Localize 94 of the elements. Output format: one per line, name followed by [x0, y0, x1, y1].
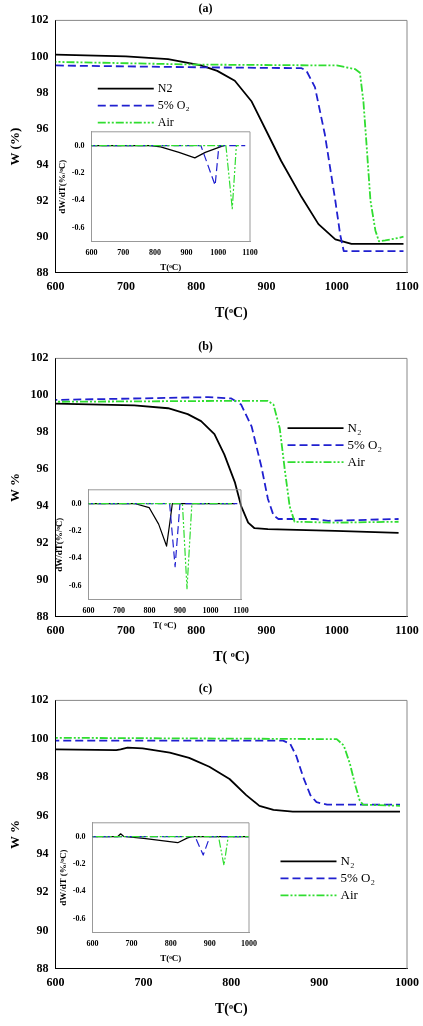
- y-tick-label: 102: [30, 12, 49, 27]
- y-tick-label: 100: [30, 387, 49, 402]
- x-tick-label: 1000: [241, 939, 257, 949]
- x-tick-label: 700: [117, 248, 130, 258]
- y-axis-title: W %: [7, 473, 23, 503]
- y-axis-title: dW/dT(%/ᵒC): [56, 159, 67, 214]
- x-tick-label: 600: [86, 939, 99, 949]
- x-axis-title: T(ᵒC): [214, 305, 249, 322]
- x-tick-label: 1000: [324, 623, 349, 638]
- y-tick-label: 90: [36, 571, 49, 586]
- y-tick-label: 98: [36, 84, 49, 99]
- x-tick-label: 800: [143, 606, 156, 616]
- y-axis-title: W %: [7, 820, 23, 850]
- y-tick-label: -0.2: [68, 526, 82, 536]
- y-tick-label: 92: [36, 192, 49, 207]
- y-tick-label: 100: [30, 730, 49, 745]
- x-tick-label: 1000: [395, 975, 419, 990]
- y-tick-label: 0.0: [74, 140, 85, 150]
- y-tick-label: 92: [36, 884, 49, 899]
- y-tick-label: 94: [36, 156, 49, 171]
- y-tick-label: -0.6: [72, 913, 86, 923]
- legend-label: Air: [157, 114, 174, 129]
- y-tick-label: 90: [36, 922, 49, 937]
- y-tick-label: 94: [36, 845, 49, 860]
- x-tick-label: 700: [116, 279, 135, 294]
- y-tick-label: 96: [36, 461, 49, 476]
- x-tick-label: 900: [180, 248, 193, 258]
- x-tick-label: 1100: [395, 279, 419, 294]
- legend-label: Air: [340, 886, 359, 902]
- y-tick-label: 0.0: [75, 831, 86, 841]
- x-tick-label: 600: [82, 606, 95, 616]
- y-tick-label: 92: [36, 535, 49, 550]
- y-tick-label: -0.4: [72, 886, 86, 896]
- x-tick-label: 1000: [202, 606, 219, 616]
- y-tick-label: 88: [36, 960, 49, 975]
- x-tick-label: 600: [46, 279, 65, 294]
- x-tick-label: 1100: [242, 248, 258, 258]
- x-tick-label: 800: [187, 279, 206, 294]
- x-tick-label: 1100: [395, 623, 419, 638]
- x-tick-label: 700: [125, 939, 138, 949]
- x-tick-label: 800: [164, 939, 177, 949]
- chart-title: (c): [198, 681, 213, 696]
- y-tick-label: 0.0: [71, 498, 82, 508]
- legend-label: 5% O₂: [347, 436, 383, 452]
- chart-title: (b): [198, 339, 213, 354]
- x-axis-title: T( ᵒC): [153, 619, 177, 630]
- legend-label: 5% O₂: [157, 97, 190, 112]
- x-tick-label: 900: [203, 939, 216, 949]
- y-tick-label: -0.4: [71, 195, 85, 205]
- y-tick-label: 96: [36, 807, 49, 822]
- y-axis-title: dW/dT(%/ᵒC): [53, 517, 64, 572]
- legend-label: N₂: [340, 852, 355, 868]
- y-tick-label: -0.2: [71, 168, 85, 178]
- x-tick-label: 900: [257, 623, 276, 638]
- x-axis-title: T(ᵒC): [214, 1001, 249, 1018]
- y-tick-label: 102: [30, 350, 49, 365]
- y-tick-label: 94: [36, 498, 49, 513]
- x-tick-label: 600: [46, 975, 65, 990]
- x-tick-label: 700: [134, 975, 153, 990]
- x-tick-label: 1000: [210, 248, 227, 258]
- y-tick-label: 102: [30, 692, 49, 707]
- y-tick-label: 98: [36, 769, 49, 784]
- y-tick-label: 96: [36, 120, 49, 135]
- legend-label: N2: [157, 80, 173, 95]
- y-tick-label: 88: [36, 608, 49, 623]
- y-tick-label: 100: [30, 48, 49, 63]
- x-tick-label: 700: [112, 606, 125, 616]
- y-axis-title: W (%): [7, 127, 23, 166]
- x-tick-label: 800: [187, 623, 206, 638]
- y-tick-label: -0.2: [72, 859, 86, 869]
- y-tick-label: -0.6: [71, 222, 85, 232]
- y-axis-title: dW/dT (%/ᵒC): [57, 849, 68, 906]
- legend-label: 5% O₂: [340, 869, 375, 885]
- x-tick-label: 700: [116, 623, 135, 638]
- x-axis-title: T(ᵒC): [160, 261, 182, 272]
- y-tick-label: 90: [36, 228, 49, 243]
- x-tick-label: 800: [148, 248, 161, 258]
- x-tick-label: 900: [257, 279, 276, 294]
- x-tick-label: 1000: [324, 279, 349, 294]
- y-tick-label: -0.4: [68, 553, 82, 563]
- x-tick-label: 800: [222, 975, 241, 990]
- x-axis-title: T(ᵒC): [160, 952, 182, 963]
- y-tick-label: -0.6: [68, 580, 82, 590]
- y-tick-label: 88: [36, 264, 49, 279]
- y-tick-label: 98: [36, 424, 49, 439]
- legend-label: Air: [347, 453, 366, 469]
- x-tick-label: 900: [310, 975, 329, 990]
- x-tick-label: 600: [85, 248, 98, 258]
- x-tick-label: 1100: [233, 606, 249, 616]
- x-tick-label: 900: [173, 606, 186, 616]
- x-tick-label: 600: [46, 623, 65, 638]
- legend-label: N₂: [347, 419, 362, 435]
- x-axis-title: T( ᵒC): [213, 649, 250, 666]
- chart-title: (a): [198, 1, 213, 16]
